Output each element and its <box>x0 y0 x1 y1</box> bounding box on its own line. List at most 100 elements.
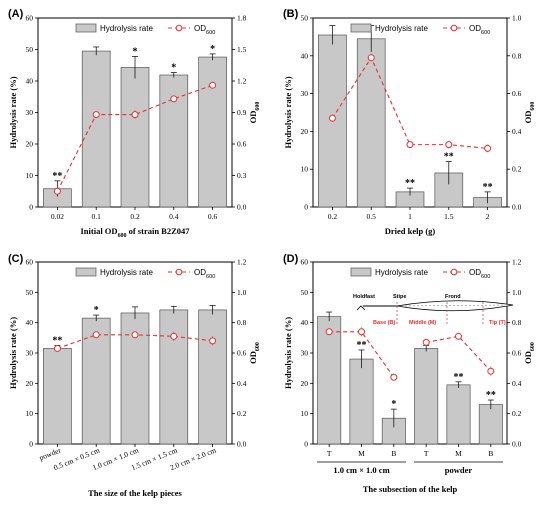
x-tick-label: 0.4 <box>169 212 179 221</box>
y-axis-label: Hydrolysis rate (%) <box>8 76 18 148</box>
x-tick-label: B <box>488 449 493 458</box>
y2-tick-label: 0.8 <box>512 51 522 60</box>
legend-label: OD600 <box>469 268 490 280</box>
significance-mark: ** <box>444 152 454 163</box>
significance-mark: ** <box>486 390 496 401</box>
od-point <box>487 367 495 375</box>
legend-bar-swatch <box>75 267 97 277</box>
legend-label: Hydrolysis rate <box>375 268 428 277</box>
x-tick-label: 0.2 <box>130 212 140 221</box>
y2-axis-label: OD600 <box>523 102 536 124</box>
x-axis-label: The size of the kelp pieces <box>88 488 182 498</box>
x-tick-label: 0.2 <box>328 212 338 221</box>
x-axis-label: Dried kelp (g) <box>385 226 436 236</box>
significance-mark: * <box>94 305 99 316</box>
legend-bar-swatch <box>75 23 97 33</box>
y-axis-label: Hydrolysis rate (%) <box>283 76 293 148</box>
y-tick-label: 20 <box>301 379 309 388</box>
x-axis-label: The subsection of the kelp <box>363 484 458 494</box>
x-tick-label: 0.5 <box>367 212 377 221</box>
frond-midrib <box>404 304 506 307</box>
y-tick-label: 50 <box>26 288 34 297</box>
y-tick-label: 60 <box>301 258 309 267</box>
x-tick-label: M <box>358 449 365 458</box>
y-tick-label: 50 <box>301 288 309 297</box>
y2-tick-label: 0.8 <box>237 318 247 327</box>
y-tick-label: 30 <box>301 89 309 98</box>
bar <box>478 404 503 445</box>
y2-axis-label: OD600 <box>248 102 261 124</box>
bar <box>81 50 111 208</box>
y-axis-label: Hydrolysis rate (%) <box>8 317 18 389</box>
od-point <box>53 344 61 352</box>
od-point <box>358 328 365 336</box>
significance-mark: ** <box>483 182 493 193</box>
y2-tick-label: 0.4 <box>512 379 522 388</box>
y2-tick-label: 0.0 <box>237 203 247 212</box>
y2-tick-label: 0.3 <box>237 171 247 180</box>
significance-mark: ** <box>405 178 415 189</box>
od-point <box>131 111 139 119</box>
y-tick-label: 60 <box>26 14 34 23</box>
od-point <box>209 337 217 345</box>
y2-tick-label: 0.2 <box>512 165 522 174</box>
y-tick-label: 30 <box>26 108 34 117</box>
y2-tick-label: 0.8 <box>512 318 522 327</box>
bar <box>446 384 471 445</box>
y-tick-label: 20 <box>26 140 34 149</box>
significance-mark: ** <box>454 372 464 383</box>
od-point <box>325 328 333 336</box>
holdfast-shape <box>356 305 366 311</box>
od-point <box>367 54 375 62</box>
od-point <box>390 373 398 381</box>
chart-panel-4: (D)01020304050600.00.20.40.60.81.01.2***… <box>283 253 536 494</box>
od-line <box>56 84 213 192</box>
y2-tick-label: 1.8 <box>237 14 247 23</box>
y2-tick-label: 1.0 <box>237 288 247 297</box>
y2-tick-label: 0.0 <box>512 440 522 449</box>
legend-point-swatch <box>175 268 183 276</box>
panel-label: (D) <box>283 253 299 265</box>
panel-label: (B) <box>283 8 299 20</box>
x-tick-label: 1.5 <box>444 212 454 221</box>
y-tick-label: 0 <box>304 440 308 449</box>
od-point <box>209 81 217 89</box>
od-point <box>53 187 61 195</box>
stipe-label: Stipe <box>393 294 406 300</box>
y-tick-label: 50 <box>301 14 309 23</box>
od-point <box>455 332 462 340</box>
y2-tick-label: 0.2 <box>512 409 522 418</box>
significance-mark: * <box>133 46 138 57</box>
y-tick-label: 10 <box>26 409 34 418</box>
y-tick-label: 20 <box>26 379 34 388</box>
group-label: 1.0 cm × 1.0 cm <box>333 465 389 475</box>
bar <box>349 358 374 445</box>
x-axis-label: Initial OD600 of strain B2Z047 <box>80 226 190 239</box>
y2-tick-label: 0.2 <box>237 409 247 418</box>
y2-tick-label: 1.0 <box>512 14 522 23</box>
y2-tick-label: 0.6 <box>512 349 522 358</box>
group-label: powder <box>445 465 473 475</box>
legend-label: Hydrolysis rate <box>100 268 153 277</box>
bar <box>356 38 386 208</box>
y-tick-label: 30 <box>26 349 34 358</box>
tip-label: Tip (T) <box>489 320 506 326</box>
y-axis-label: Hydrolysis rate (%) <box>283 317 293 389</box>
x-tick-label: B <box>391 449 396 458</box>
y2-axis-label: OD600 <box>523 342 536 364</box>
x-tick-label: T <box>327 449 332 458</box>
frond-shape <box>396 300 514 312</box>
od-point <box>328 114 336 122</box>
od-point <box>92 111 100 119</box>
y2-tick-label: 0.4 <box>237 379 247 388</box>
y-tick-label: 40 <box>301 51 309 60</box>
legend-point-swatch <box>450 268 458 276</box>
chart-panel-2: (B) 0 10 20 30 40 50 0.0 0.2 0.4 0.6 0.8 1.0 ** ** ** 0.… <box>283 8 536 236</box>
y-tick-label: 40 <box>26 77 34 86</box>
panel-label: (C) <box>8 253 24 265</box>
base-label: Base (B) <box>373 320 395 326</box>
legend-label: OD600 <box>469 24 490 36</box>
od-point <box>170 95 178 103</box>
x-tick-label: 0.02 <box>51 212 64 221</box>
y2-tick-label: 0.6 <box>237 349 247 358</box>
